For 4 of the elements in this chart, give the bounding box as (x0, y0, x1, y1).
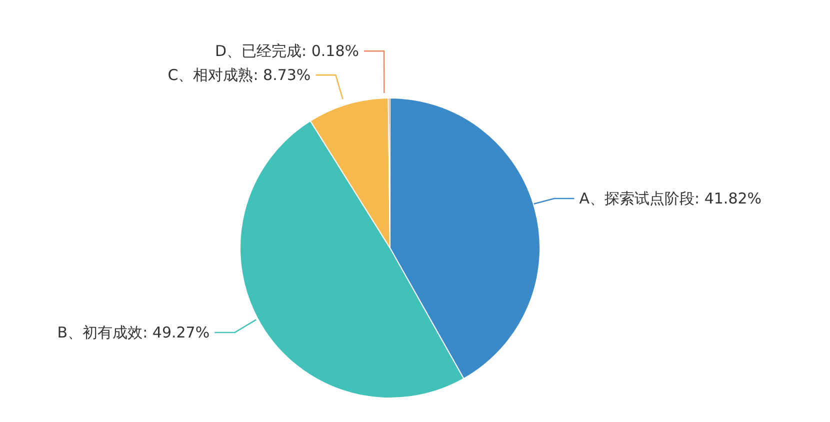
slice-label: A、探索试点阶段: 41.82% (579, 190, 762, 208)
slice-label: D、已经完成: 0.18% (214, 42, 360, 60)
slice-label: B、初有成效: 49.27% (57, 324, 210, 342)
slice-label: C、相对成熟: 8.73% (168, 66, 311, 84)
